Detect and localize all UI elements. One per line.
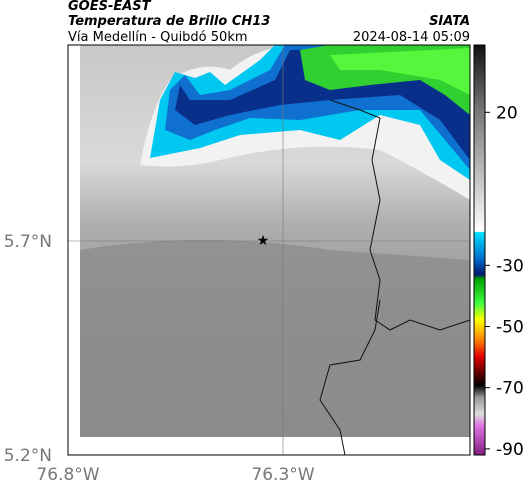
satellite-image: ★: [67, 44, 471, 456]
lon-label: 76.3°W: [251, 465, 314, 485]
colorbar-tick-label: -30: [496, 256, 524, 276]
lon-label: 76.8°W: [36, 465, 99, 485]
colorbar-tick-label: 20: [496, 103, 518, 123]
region: Vía Medellín - Quibdó 50km: [68, 30, 248, 45]
satellite: GOES-EAST: [68, 0, 152, 14]
agency: SIATA: [429, 14, 470, 29]
colorbar: [473, 44, 486, 456]
timestamp: 2024-08-14 05:09: [353, 30, 470, 45]
lat-label: 5.7°N: [4, 232, 52, 252]
svg-text:★: ★: [257, 233, 270, 249]
colorbar-tick-label: -70: [496, 379, 524, 399]
colorbar-tick-label: -50: [496, 317, 524, 337]
product: Temperatura de Brillo CH13: [68, 14, 270, 29]
lat-label: 5.2°N: [4, 446, 52, 466]
colorbar-tick-label: -90: [496, 440, 524, 460]
